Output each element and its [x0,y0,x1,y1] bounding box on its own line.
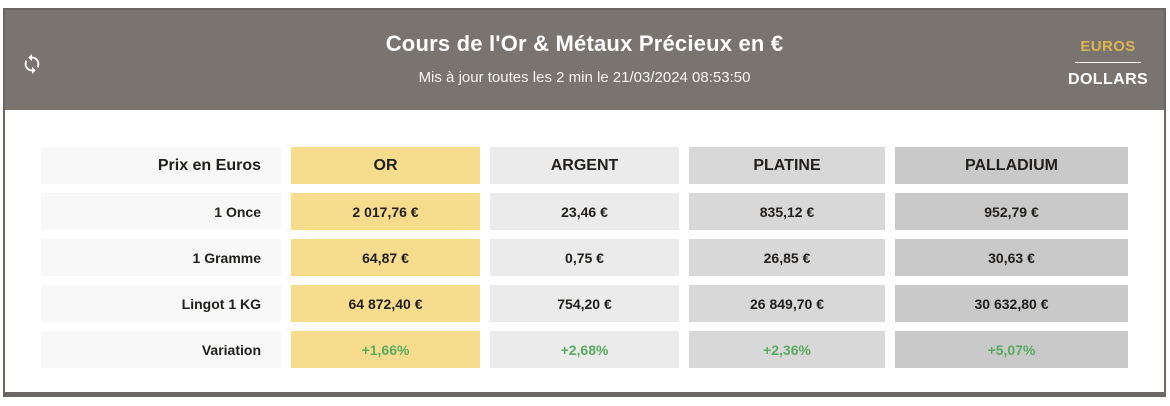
column-header-palladium: PALLADIUM [895,147,1128,184]
price-or-gramme: 64,87 € [291,239,480,276]
currency-option-euros[interactable]: EUROS [1068,38,1148,55]
price-palladium-lingot: 30 632,80 € [895,285,1128,322]
currency-divider [1075,62,1141,63]
widget-header: Cours de l'Or & Métaux Précieux en € Mis… [5,10,1164,110]
price-palladium-gramme: 30,63 € [895,239,1128,276]
currency-option-dollars[interactable]: DOLLARS [1068,71,1149,88]
row-label-once: 1 Once [41,193,281,230]
price-table: Prix en Euros OR ARGENT PLATINE PALLADIU… [5,110,1164,368]
price-platine-gramme: 26,85 € [689,239,885,276]
price-argent-once: 23,46 € [490,193,679,230]
row-label-variation: Variation [41,331,281,368]
price-palladium-once: 952,79 € [895,193,1128,230]
row-label-gramme: 1 Gramme [41,239,281,276]
header-title-block: Cours de l'Or & Métaux Précieux en € Mis… [386,31,784,86]
column-header-platine: PLATINE [689,147,885,184]
variation-platine: +2,36% [689,331,885,368]
column-header-or: OR [291,147,480,184]
refresh-icon [21,53,43,75]
variation-or: +1,66% [291,331,480,368]
variation-palladium: +5,07% [895,331,1128,368]
column-header-argent: ARGENT [490,147,679,184]
gold-price-widget: Cours de l'Or & Métaux Précieux en € Mis… [3,8,1166,397]
price-or-lingot: 64 872,40 € [291,285,480,322]
row-label-lingot: Lingot 1 KG [41,285,281,322]
price-platine-once: 835,12 € [689,193,885,230]
price-platine-lingot: 26 849,70 € [689,285,885,322]
currency-toggle: EUROS DOLLARS [1068,38,1148,89]
last-updated-text: Mis à jour toutes les 2 min le 21/03/202… [418,68,751,86]
refresh-button[interactable] [18,50,46,78]
corner-label: Prix en Euros [41,147,281,184]
page-title: Cours de l'Or & Métaux Précieux en € [385,30,784,56]
price-or-once: 2 017,76 € [291,193,480,230]
variation-argent: +2,68% [490,331,679,368]
price-argent-gramme: 0,75 € [490,239,679,276]
price-argent-lingot: 754,20 € [490,285,679,322]
